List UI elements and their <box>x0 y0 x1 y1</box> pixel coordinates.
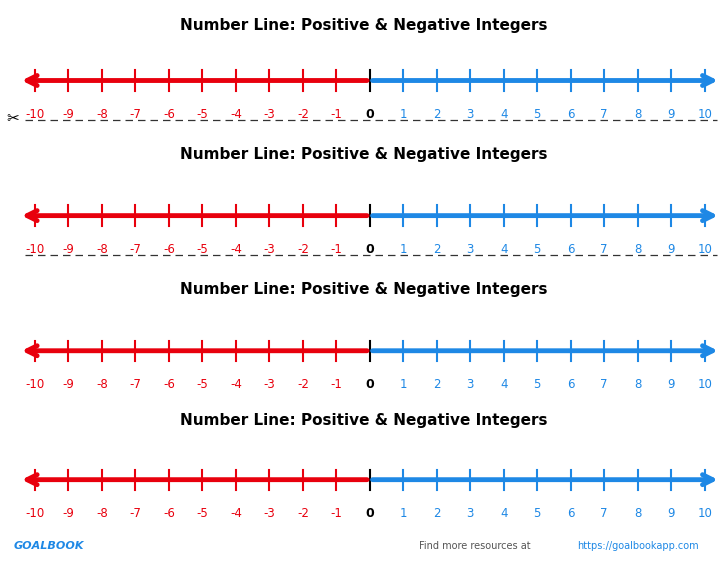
Text: -5: -5 <box>197 243 208 256</box>
Text: -3: -3 <box>264 243 275 256</box>
Text: 5: 5 <box>534 108 541 120</box>
Text: -10: -10 <box>25 243 44 256</box>
Text: 1: 1 <box>400 378 407 391</box>
Text: 5: 5 <box>534 243 541 256</box>
Text: GOALBOOK: GOALBOOK <box>13 540 84 551</box>
Text: 4: 4 <box>500 108 507 120</box>
Text: Number Line: Positive & Negative Integers: Number Line: Positive & Negative Integer… <box>181 283 547 297</box>
Text: 0: 0 <box>365 108 374 120</box>
Text: 10: 10 <box>697 378 712 391</box>
Text: -8: -8 <box>96 243 108 256</box>
Text: -4: -4 <box>230 243 242 256</box>
Text: 1: 1 <box>400 507 407 520</box>
Text: 2: 2 <box>433 108 440 120</box>
Text: -9: -9 <box>63 243 74 256</box>
Text: -7: -7 <box>130 507 141 520</box>
Text: -4: -4 <box>230 108 242 120</box>
Text: 10: 10 <box>697 243 712 256</box>
Text: -1: -1 <box>331 378 342 391</box>
Text: 10: 10 <box>697 108 712 120</box>
Text: 1: 1 <box>400 108 407 120</box>
Text: 7: 7 <box>601 507 608 520</box>
Text: 3: 3 <box>467 507 474 520</box>
Text: -7: -7 <box>130 378 141 391</box>
Text: 10: 10 <box>697 507 712 520</box>
Text: -1: -1 <box>331 507 342 520</box>
Text: -6: -6 <box>163 378 175 391</box>
Text: 7: 7 <box>601 243 608 256</box>
Text: 5: 5 <box>534 378 541 391</box>
Text: -10: -10 <box>25 507 44 520</box>
Text: -6: -6 <box>163 507 175 520</box>
Text: 8: 8 <box>634 243 641 256</box>
Text: 1: 1 <box>400 243 407 256</box>
Text: -8: -8 <box>96 378 108 391</box>
Text: 6: 6 <box>567 378 574 391</box>
Text: 6: 6 <box>567 507 574 520</box>
Text: 6: 6 <box>567 243 574 256</box>
Text: 2: 2 <box>433 507 440 520</box>
Text: 7: 7 <box>601 108 608 120</box>
Text: -5: -5 <box>197 108 208 120</box>
Text: -10: -10 <box>25 378 44 391</box>
Text: -8: -8 <box>96 108 108 120</box>
Text: -5: -5 <box>197 507 208 520</box>
Text: 4: 4 <box>500 378 507 391</box>
Text: 8: 8 <box>634 507 641 520</box>
Text: Number Line: Positive & Negative Integers: Number Line: Positive & Negative Integer… <box>181 148 547 162</box>
Text: -3: -3 <box>264 378 275 391</box>
Text: 9: 9 <box>668 108 675 120</box>
Text: 5: 5 <box>534 507 541 520</box>
Text: Number Line: Positive & Negative Integers: Number Line: Positive & Negative Integer… <box>181 18 547 33</box>
Text: -3: -3 <box>264 108 275 120</box>
Text: -1: -1 <box>331 108 342 120</box>
Text: -7: -7 <box>130 243 141 256</box>
Text: 3: 3 <box>467 243 474 256</box>
Text: -8: -8 <box>96 507 108 520</box>
Text: -9: -9 <box>63 507 74 520</box>
Text: 3: 3 <box>467 378 474 391</box>
Text: -3: -3 <box>264 507 275 520</box>
Text: -4: -4 <box>230 378 242 391</box>
Text: -9: -9 <box>63 378 74 391</box>
Text: 6: 6 <box>567 108 574 120</box>
Text: -2: -2 <box>297 507 309 520</box>
Text: Find more resources at: Find more resources at <box>419 540 534 551</box>
Text: -2: -2 <box>297 378 309 391</box>
Text: -6: -6 <box>163 243 175 256</box>
Text: 4: 4 <box>500 507 507 520</box>
Text: 2: 2 <box>433 243 440 256</box>
Text: 3: 3 <box>467 108 474 120</box>
Text: -10: -10 <box>25 108 44 120</box>
Text: -2: -2 <box>297 243 309 256</box>
Text: 0: 0 <box>365 243 374 256</box>
Text: 8: 8 <box>634 378 641 391</box>
Text: 9: 9 <box>668 507 675 520</box>
Text: 4: 4 <box>500 243 507 256</box>
Text: https://goalbookapp.com: https://goalbookapp.com <box>577 540 699 551</box>
Text: 9: 9 <box>668 378 675 391</box>
Text: 9: 9 <box>668 243 675 256</box>
Text: 8: 8 <box>634 108 641 120</box>
Text: 0: 0 <box>365 378 374 391</box>
Text: -2: -2 <box>297 108 309 120</box>
Text: -4: -4 <box>230 507 242 520</box>
Text: 0: 0 <box>365 507 374 520</box>
Text: ✂: ✂ <box>7 111 20 126</box>
Text: Number Line: Positive & Negative Integers: Number Line: Positive & Negative Integer… <box>181 413 547 428</box>
Text: -9: -9 <box>63 108 74 120</box>
Text: -6: -6 <box>163 108 175 120</box>
Text: -7: -7 <box>130 108 141 120</box>
Text: -1: -1 <box>331 243 342 256</box>
Text: -5: -5 <box>197 378 208 391</box>
Text: 7: 7 <box>601 378 608 391</box>
Text: 2: 2 <box>433 378 440 391</box>
